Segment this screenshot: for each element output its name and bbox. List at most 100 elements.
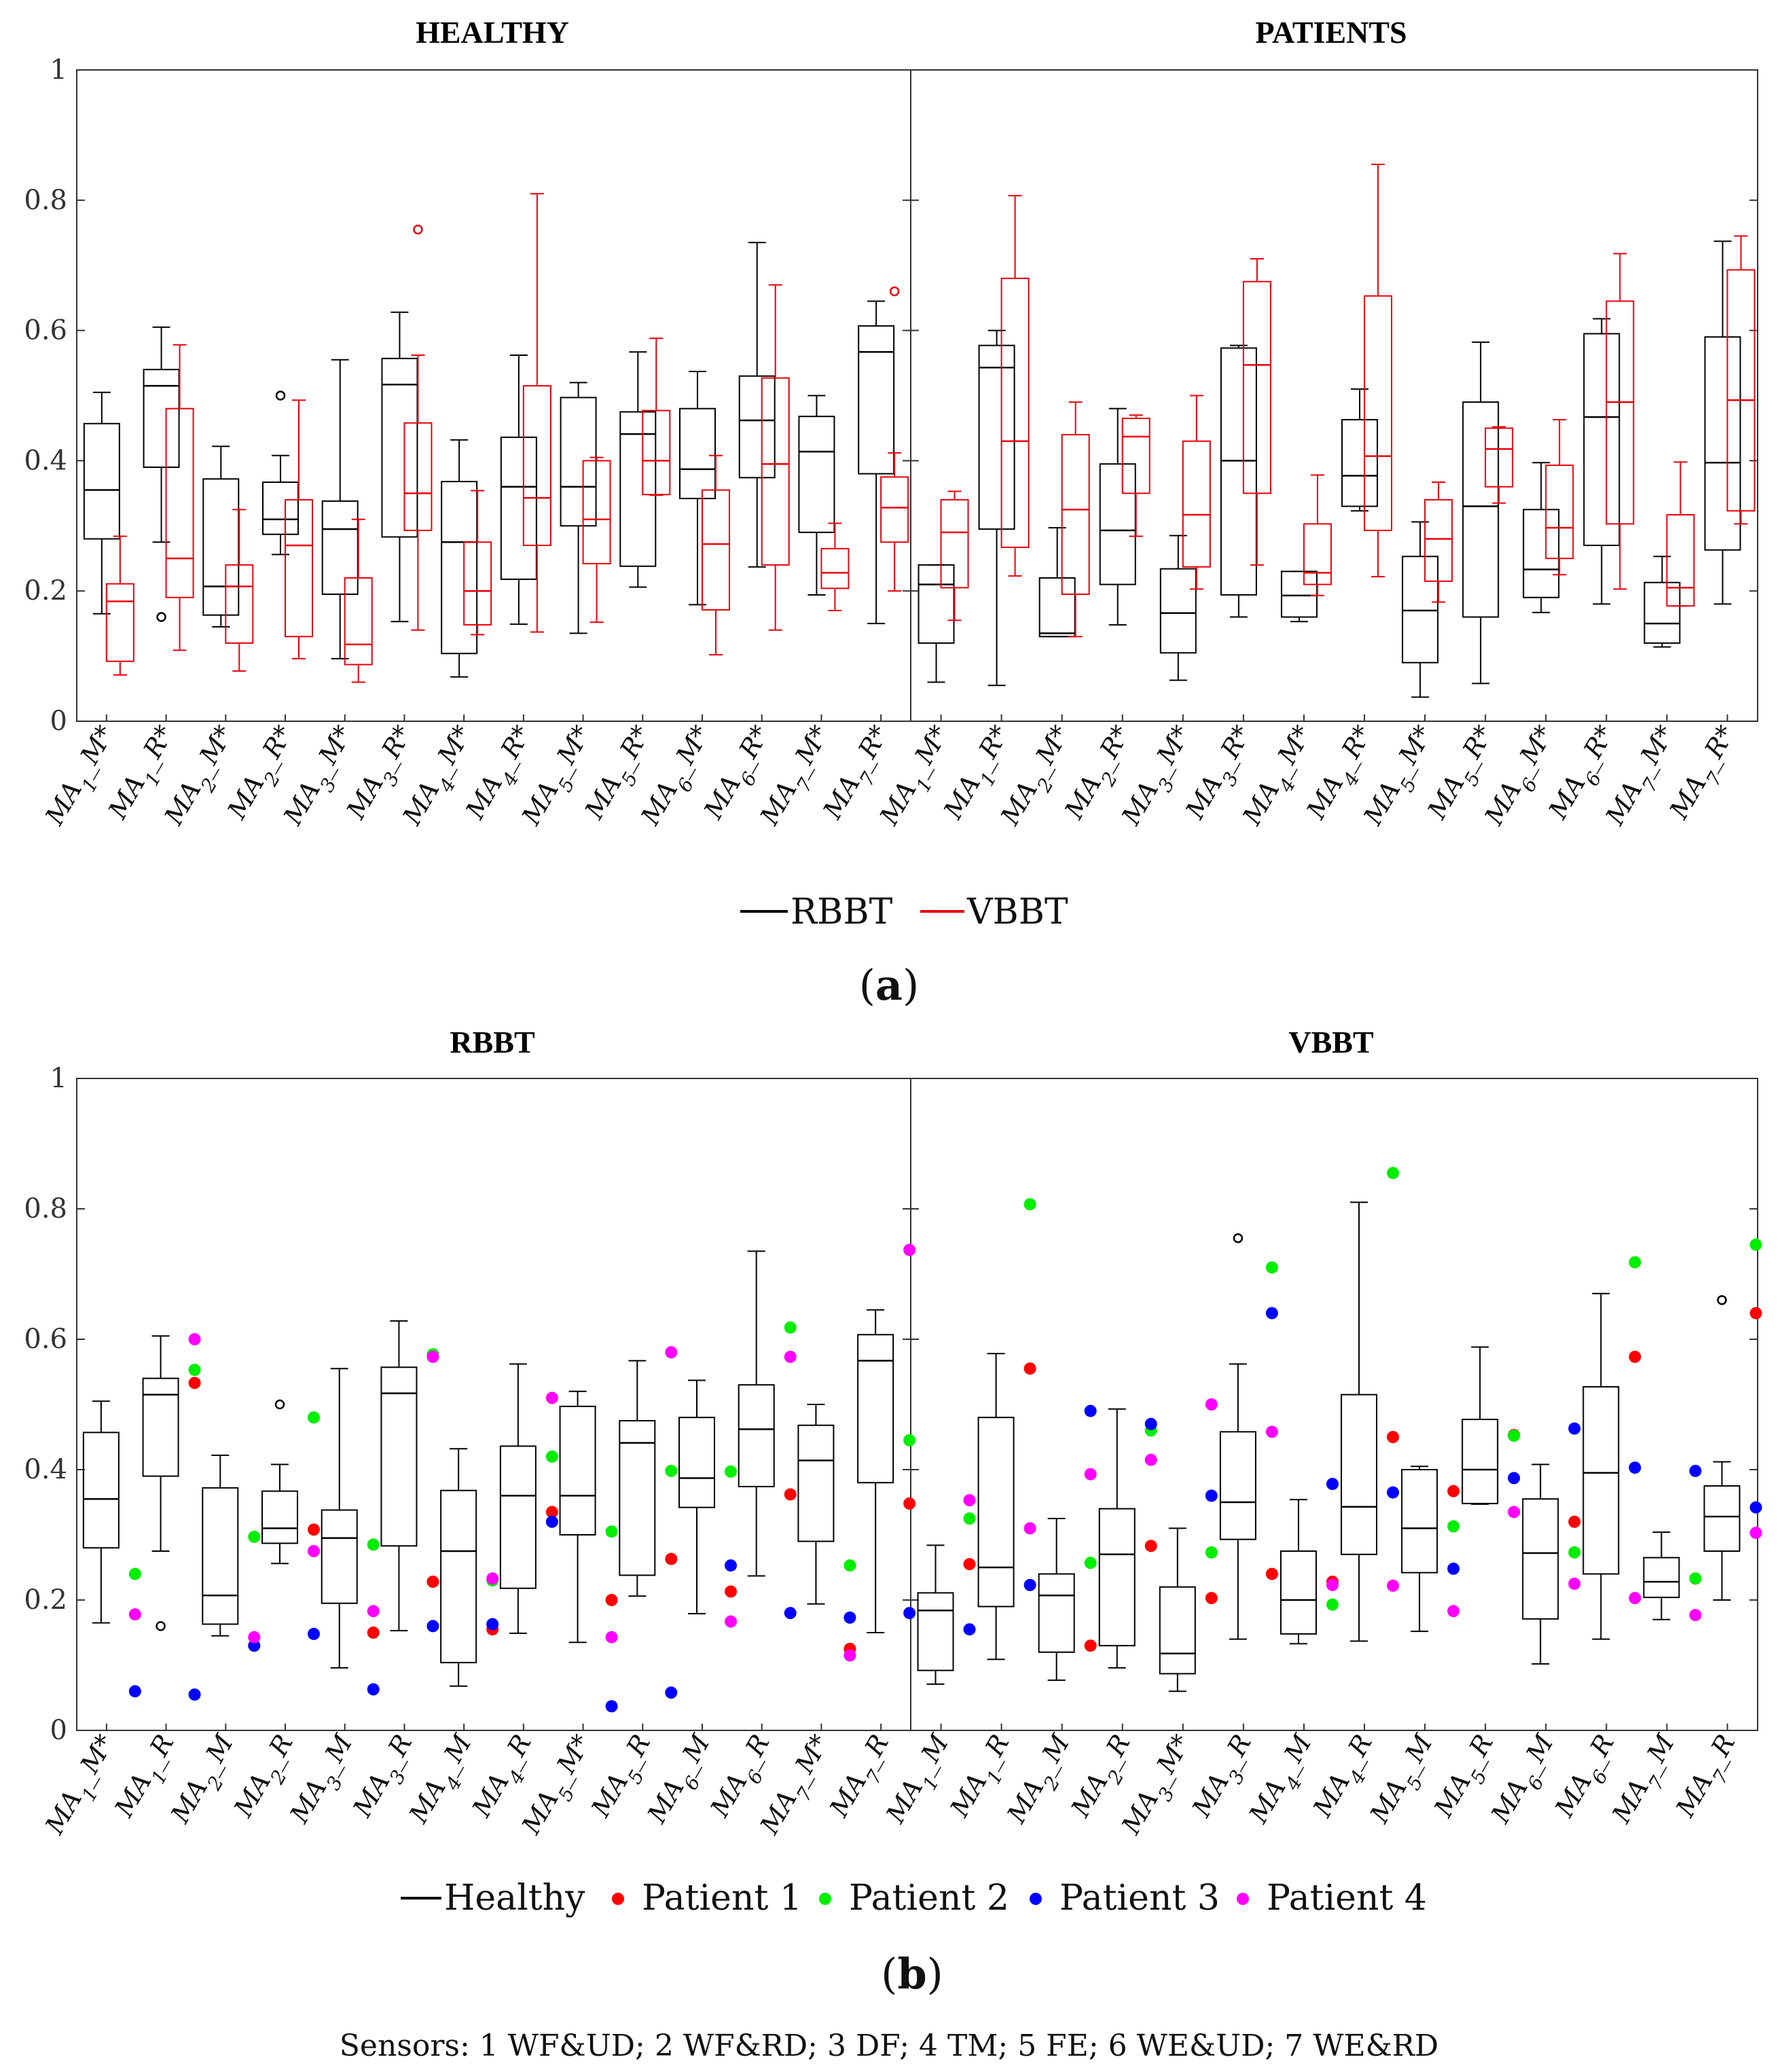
patient4-point: [784, 1350, 797, 1363]
healthy-iqr-rect: [440, 1489, 477, 1664]
patient1-point: [903, 1497, 916, 1510]
vbbt-iqr-rect: [403, 422, 433, 532]
x-tick-suffix: _M*: [783, 1730, 835, 1790]
patient4-point: [1508, 1506, 1521, 1519]
vbbt-iqr-rect: [165, 407, 194, 598]
vbbt-box: [1666, 461, 1695, 607]
healthy-box: [1703, 1295, 1741, 1601]
patient2-point: [308, 1411, 320, 1424]
x-tick-suffix: _R*: [846, 721, 895, 775]
x-tick-suffix: _M*: [1144, 721, 1197, 781]
plot-frame-b: 0 0.2 0.4 0.6 0.8 1: [24, 1063, 1758, 1746]
rbbt-box: [619, 351, 657, 588]
x-tick-suffix: _M: [670, 1729, 716, 1779]
healthy-iqr-rect: [917, 1592, 954, 1671]
healthy-iqr-rect: [1643, 1557, 1680, 1599]
vbbt-box: [1605, 253, 1635, 590]
healthy-iqr-rect: [1159, 1586, 1196, 1675]
patient4-point: [843, 1649, 856, 1662]
x-tick-suffix: _M*: [1023, 721, 1076, 781]
rbbt-iqr-rect: [202, 478, 240, 616]
patient3-point: [1568, 1422, 1581, 1435]
rbbt-box: [1099, 407, 1136, 626]
patient4-point: [665, 1346, 678, 1359]
patient3-point: [1629, 1461, 1641, 1474]
healthy-iqr-rect: [1703, 1485, 1741, 1552]
legend-a-rbbt-label: RBBT: [791, 892, 893, 932]
x-tick-suffix: _R: [1094, 1730, 1137, 1773]
x-tick-suffix: _M: [194, 1729, 240, 1779]
caption-a-close: ): [903, 960, 919, 1010]
x-tick-suffix: _R: [1457, 1730, 1500, 1773]
caption-b-letter: b: [897, 1949, 926, 1999]
x-tick-suffix: _R*: [369, 721, 418, 775]
vbbt-iqr-rect: [1424, 498, 1453, 582]
rbbt-box: [143, 326, 180, 622]
healthy-box: [1159, 1527, 1196, 1692]
vbbt-box: [1424, 481, 1453, 603]
patient1-point: [725, 1585, 737, 1598]
healthy-box: [142, 1335, 179, 1631]
healthy-iqr-rect: [142, 1377, 179, 1477]
vbbt-iqr-rect: [940, 498, 969, 589]
panel-title-rbbt: RBBT: [450, 1025, 534, 1059]
rbbt-iqr-rect: [381, 357, 418, 538]
vbbt-box: [1545, 418, 1574, 576]
axes-box-b: [76, 1078, 1758, 1731]
legend-b-patient1-dot: [612, 1893, 624, 1905]
patient1-point: [1568, 1515, 1581, 1528]
rbbt-box: [1402, 521, 1439, 698]
x-tick-suffix: _R: [1699, 1730, 1741, 1773]
x-tick-suffix: _R*: [1087, 721, 1136, 775]
patient2-point: [665, 1464, 678, 1477]
vbbt-box: [1061, 401, 1090, 638]
patient1-point: [1629, 1350, 1641, 1363]
patient3-point: [1265, 1307, 1278, 1320]
patient4-point: [605, 1631, 618, 1643]
caption-b: (b): [881, 1949, 943, 1999]
patient1-point: [963, 1558, 976, 1571]
patient3-point: [963, 1623, 976, 1636]
x-tick-suffix: _R: [376, 1730, 418, 1773]
vbbt-box: [165, 344, 194, 651]
rbbt-iqr-rect: [918, 564, 955, 644]
rbbt-box: [1462, 341, 1500, 685]
rbbt-iqr-rect: [1220, 347, 1257, 596]
vbbt-box: [225, 509, 254, 672]
rbbt-iqr-rect: [1523, 509, 1560, 598]
patient3-point: [188, 1688, 201, 1701]
patient3-point: [128, 1685, 141, 1698]
x-tick-suffix: _R: [495, 1730, 538, 1773]
healthy-iqr-rect: [1219, 1431, 1256, 1540]
x-tick-suffix: _R*: [966, 721, 1015, 775]
vbbt-iqr-rect: [820, 547, 850, 589]
patient4-point: [1326, 1578, 1339, 1591]
healthy-iqr-rect: [202, 1487, 239, 1625]
patient4-point: [1749, 1527, 1762, 1540]
patient3-point: [486, 1618, 499, 1631]
patient1-point: [1205, 1592, 1218, 1605]
legend-a-vbbt-label: VBBT: [966, 892, 1068, 932]
x-tick-suffix: _M*: [1507, 721, 1559, 781]
patient4-point: [1568, 1578, 1581, 1590]
healthy-iqr-rect: [559, 1405, 596, 1535]
patient2-point: [1629, 1256, 1641, 1269]
vbbt-box: [105, 535, 134, 676]
healthy-iqr-rect: [380, 1366, 418, 1547]
rbbt-iqr-rect: [619, 411, 657, 567]
vbbt-iqr-rect: [1000, 277, 1030, 548]
panel-title-patients: PATIENTS: [1255, 15, 1407, 50]
x-tick-suffix: _M*: [1144, 1730, 1197, 1790]
vbbt-iqr-rect: [1666, 513, 1695, 607]
patient1-point: [605, 1594, 618, 1606]
healthy-box: [82, 1400, 120, 1624]
x-tick-suffix: _M*: [545, 721, 597, 781]
y-tick-label: 1: [50, 54, 67, 86]
vbbt-box: [1182, 395, 1211, 590]
patient3-point: [367, 1683, 380, 1696]
healthy-box: [1522, 1464, 1559, 1665]
patient2-point: [903, 1434, 916, 1447]
rbbt-iqr-rect: [1159, 568, 1197, 654]
rbbt-iqr-rect: [1038, 577, 1076, 638]
rbbt-iqr-rect: [1704, 336, 1741, 551]
